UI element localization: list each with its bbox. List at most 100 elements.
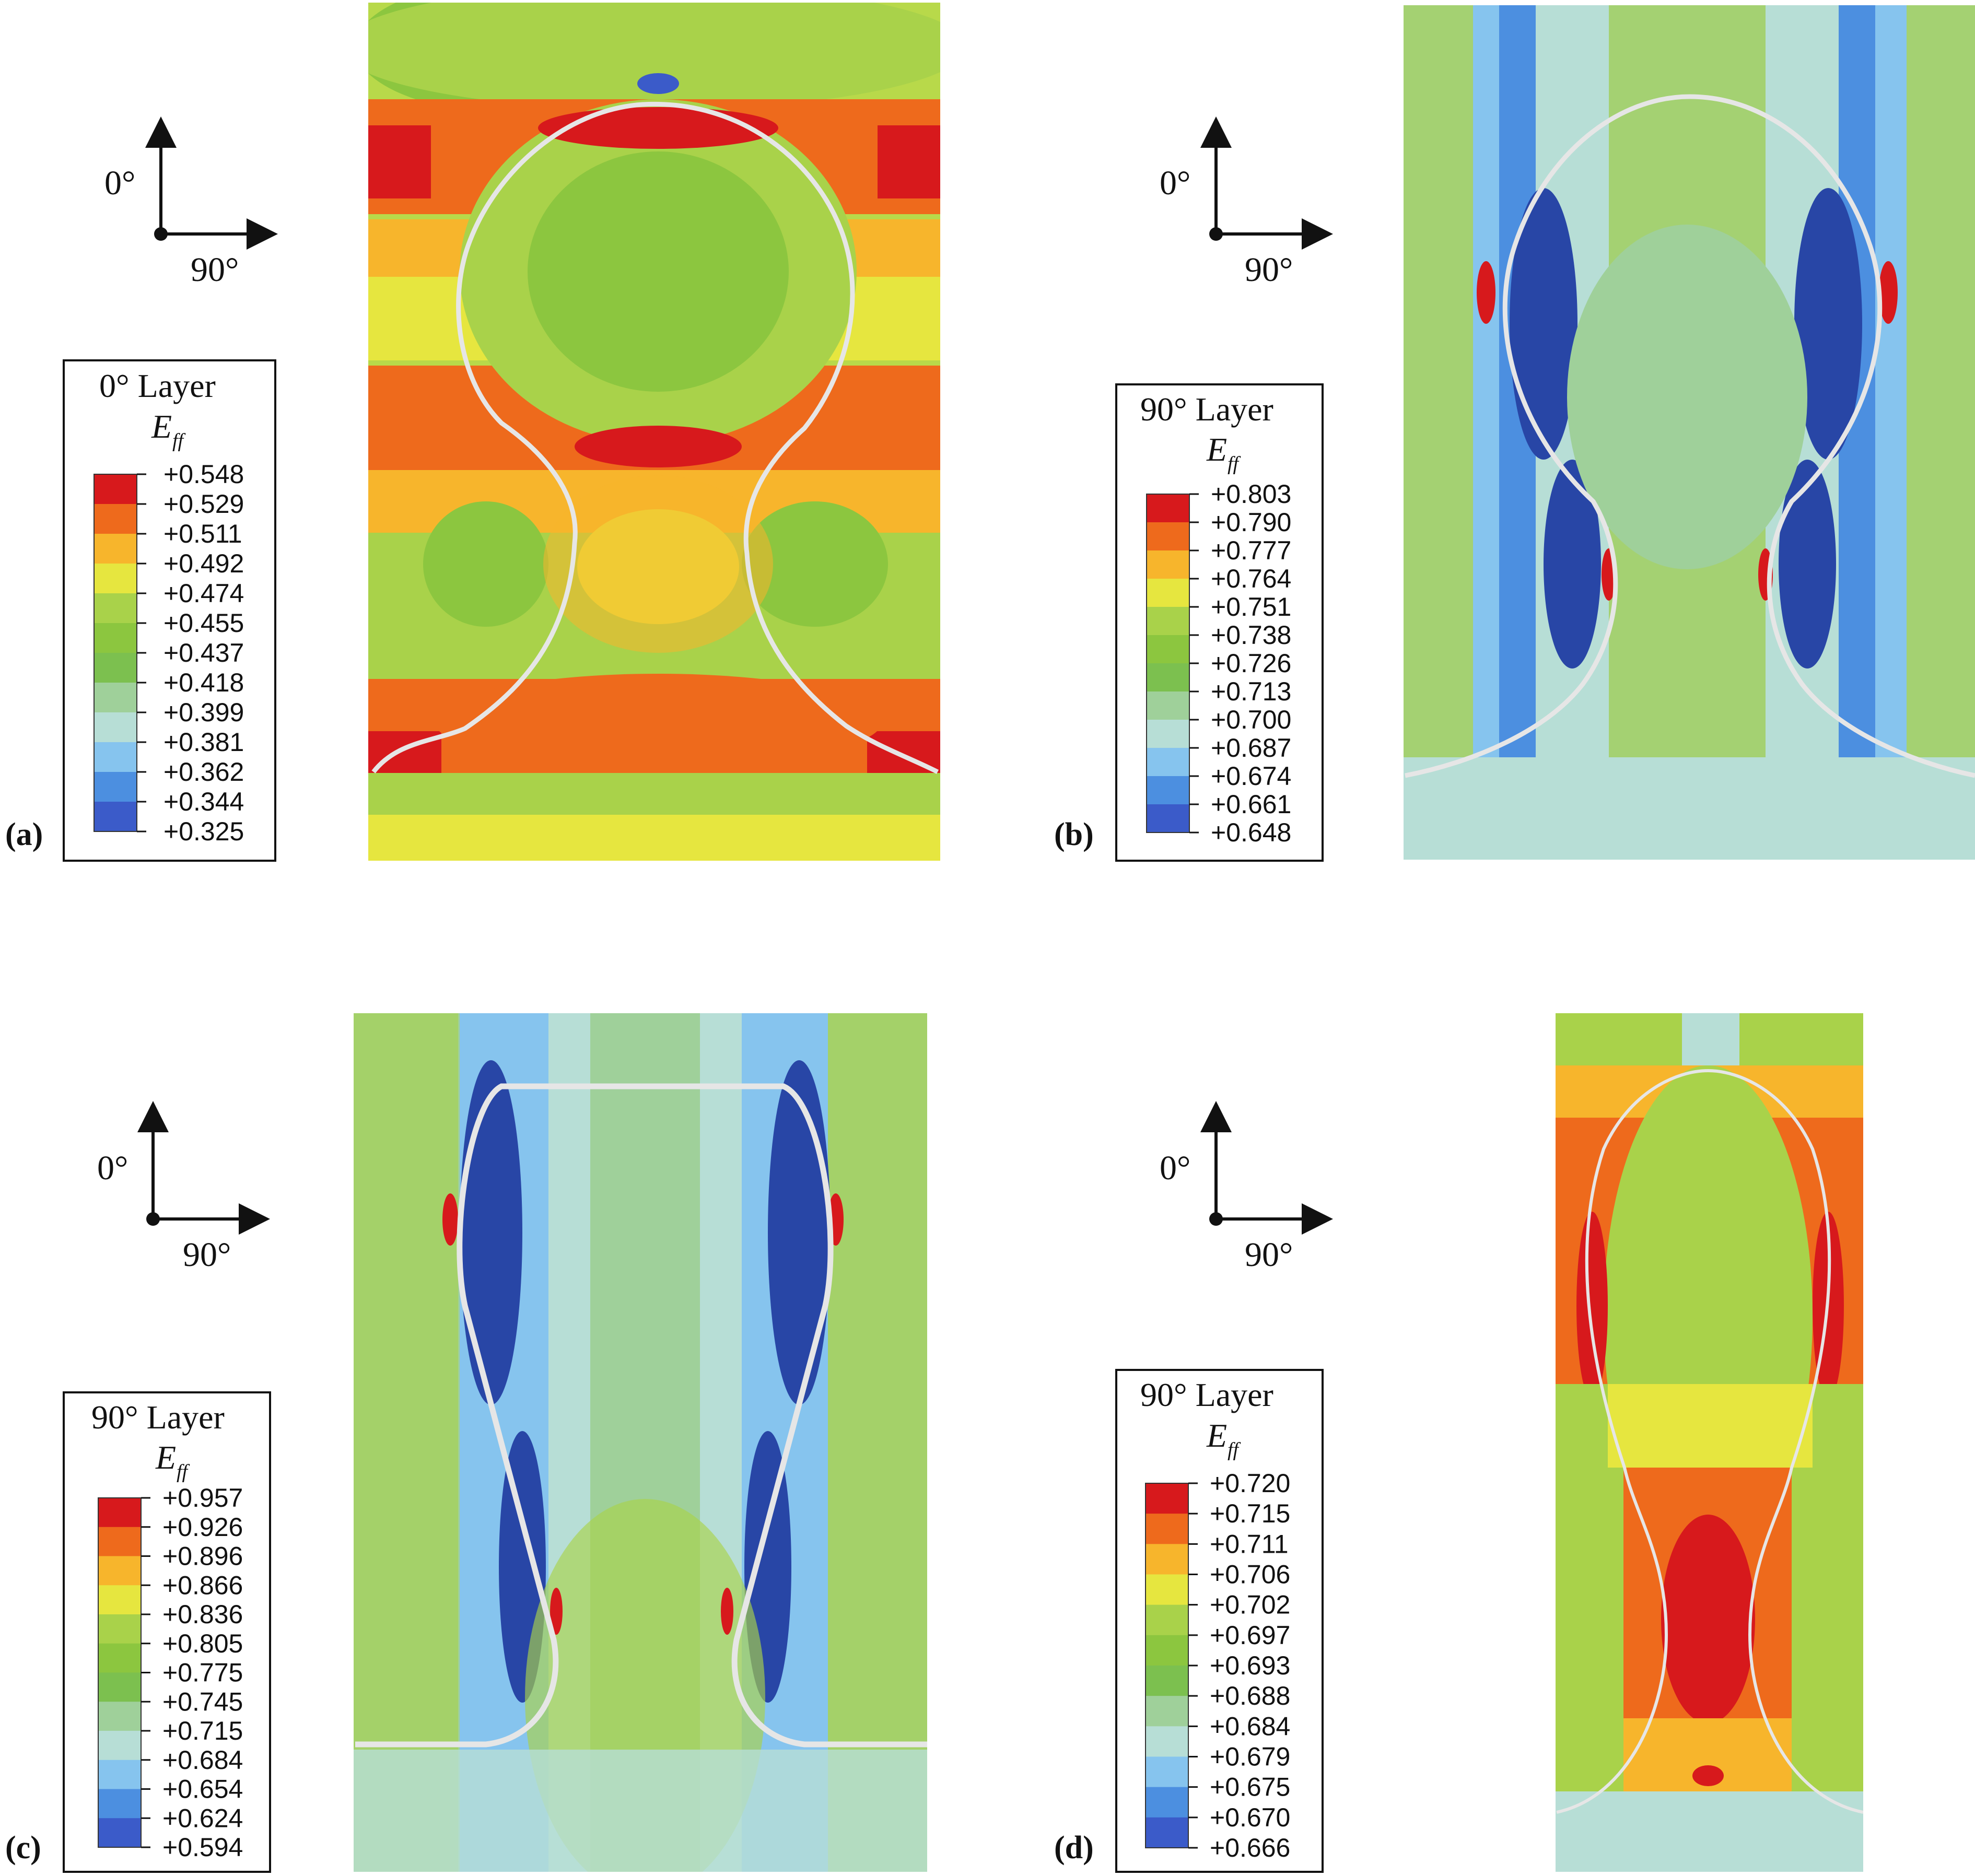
contour-plot-a xyxy=(368,3,940,861)
axis-label-up-b: 0° xyxy=(1160,164,1190,202)
contour-plot-c xyxy=(354,1013,927,1872)
legend-bands-d: +0.720+0.715+0.711+0.706+0.702+0.697+0.6… xyxy=(1145,1469,1290,1862)
axis-label-up-d: 0° xyxy=(1160,1149,1190,1187)
legend-symbol-d: E xyxy=(1206,1417,1227,1454)
legend-band-c-6 xyxy=(98,1672,141,1702)
legend-bands-c: +0.957+0.926+0.896+0.866+0.836+0.805+0.7… xyxy=(98,1483,243,1862)
legend-tick-label-c-8: +0.715 xyxy=(162,1716,243,1745)
legend-tick-label-a-8: +0.399 xyxy=(163,698,244,727)
legend-tick-label-a-2: +0.511 xyxy=(163,519,242,548)
legend-band-b-3 xyxy=(1147,579,1189,607)
legend-band-b-11 xyxy=(1147,804,1189,833)
legend-band-c-1 xyxy=(98,1527,141,1556)
legend-band-b-8 xyxy=(1147,720,1189,748)
legend-tick-label-d-8: +0.684 xyxy=(1210,1711,1290,1741)
legend-tick-label-d-2: +0.711 xyxy=(1210,1529,1289,1558)
legend-tick-label-d-4: +0.702 xyxy=(1210,1590,1290,1620)
legend-band-a-10 xyxy=(94,772,137,802)
contour-plot-b xyxy=(1404,5,1975,860)
legend-band-c-5 xyxy=(98,1643,141,1673)
axis-indicator-c xyxy=(137,1101,270,1235)
legend-tick-label-b-5: +0.738 xyxy=(1211,620,1291,650)
legend-band-b-0 xyxy=(1147,494,1189,523)
legend-tick-label-a-12: +0.325 xyxy=(163,817,244,846)
legend-tick-label-b-12: +0.648 xyxy=(1211,818,1291,847)
legend-tick-label-b-1: +0.790 xyxy=(1211,508,1291,537)
legend-tick-label-c-10: +0.654 xyxy=(162,1775,243,1804)
legend-d: 90° Layer E ff +0.720+0.715+0.711+0.706+… xyxy=(1115,1369,1324,1873)
legend-band-c-10 xyxy=(98,1789,141,1819)
legend-band-b-5 xyxy=(1147,635,1189,664)
legend-tick-label-a-10: +0.362 xyxy=(163,757,244,787)
legend-tick-label-b-9: +0.687 xyxy=(1211,733,1291,763)
legend-band-a-7 xyxy=(94,683,137,713)
legend-tick-label-d-3: +0.706 xyxy=(1210,1560,1290,1589)
legend-tick-label-a-3: +0.492 xyxy=(163,549,244,578)
legend-tick-label-a-1: +0.529 xyxy=(163,489,244,519)
legend-tick-label-b-8: +0.700 xyxy=(1211,705,1291,734)
legend-band-c-9 xyxy=(98,1760,141,1789)
legend-tick-label-c-2: +0.896 xyxy=(162,1542,243,1571)
legend-band-c-3 xyxy=(98,1585,141,1615)
axis-label-up-a: 0° xyxy=(104,164,135,202)
legend-band-d-0 xyxy=(1146,1483,1188,1514)
legend-tick-label-a-0: +0.548 xyxy=(163,460,244,489)
legend-band-d-7 xyxy=(1146,1696,1188,1727)
legend-tick-label-c-12: +0.594 xyxy=(162,1833,243,1862)
legend-band-d-10 xyxy=(1146,1787,1188,1818)
legend-tick-label-c-1: +0.926 xyxy=(162,1512,243,1542)
legend-tick-label-c-3: +0.866 xyxy=(162,1570,243,1600)
legend-band-a-6 xyxy=(94,653,137,683)
legend-band-b-2 xyxy=(1147,550,1189,579)
legend-band-a-5 xyxy=(94,623,137,653)
legend-b: 90° Layer E ff +0.803+0.790+0.777+0.764+… xyxy=(1115,383,1324,862)
axis-indicator-b xyxy=(1200,116,1333,250)
legend-tick-label-d-10: +0.675 xyxy=(1210,1773,1290,1802)
legend-band-d-1 xyxy=(1146,1514,1188,1544)
axis-indicator-a xyxy=(145,116,278,250)
legend-tick-label-d-12: +0.666 xyxy=(1210,1833,1290,1862)
legend-band-d-4 xyxy=(1146,1604,1188,1636)
legend-tick-label-c-9: +0.684 xyxy=(162,1745,243,1775)
legend-tick-label-d-7: +0.688 xyxy=(1210,1681,1290,1710)
legend-band-a-11 xyxy=(94,802,137,832)
legend-tick-label-d-9: +0.679 xyxy=(1210,1742,1290,1772)
legend-tick-label-b-10: +0.674 xyxy=(1211,761,1291,791)
legend-tick-label-b-11: +0.661 xyxy=(1211,790,1291,819)
legend-band-c-2 xyxy=(98,1556,141,1586)
legend-band-c-8 xyxy=(98,1731,141,1761)
legend-tick-label-a-5: +0.455 xyxy=(163,608,244,638)
legend-symbol-a: E xyxy=(151,408,172,445)
panel-letter-c: (c) xyxy=(5,1830,41,1866)
legend-bands-a: +0.548+0.529+0.511+0.492+0.474+0.455+0.4… xyxy=(94,460,244,846)
panel-letter-a: (a) xyxy=(5,817,43,852)
legend-title-d: 90° Layer xyxy=(1140,1376,1273,1413)
legend-tick-label-d-1: +0.715 xyxy=(1210,1499,1290,1528)
legend-band-b-9 xyxy=(1147,748,1189,777)
legend-tick-label-c-11: +0.624 xyxy=(162,1803,243,1833)
legend-band-d-5 xyxy=(1146,1635,1188,1666)
panel-letter-b: (b) xyxy=(1054,817,1094,852)
legend-tick-label-d-5: +0.697 xyxy=(1210,1621,1290,1650)
axis-label-right-a: 90° xyxy=(191,251,239,289)
legend-band-a-2 xyxy=(94,534,137,564)
legend-band-b-6 xyxy=(1147,663,1189,692)
legend-band-d-2 xyxy=(1146,1544,1188,1575)
legend-a: 0° Layer E ff +0.548+0.529+0.511+0.492+0… xyxy=(63,359,276,862)
legend-band-d-8 xyxy=(1146,1726,1188,1757)
legend-band-a-8 xyxy=(94,712,137,743)
legend-band-b-1 xyxy=(1147,522,1189,551)
legend-band-d-3 xyxy=(1146,1574,1188,1605)
axis-label-right-b: 90° xyxy=(1245,251,1293,289)
legend-bands-b: +0.803+0.790+0.777+0.764+0.751+0.738+0.7… xyxy=(1146,479,1291,847)
legend-band-b-7 xyxy=(1147,691,1189,720)
legend-tick-label-b-0: +0.803 xyxy=(1211,479,1291,509)
legend-band-c-11 xyxy=(98,1818,141,1848)
legend-band-c-7 xyxy=(98,1702,141,1731)
legend-title-c: 90° Layer xyxy=(91,1399,225,1436)
legend-band-a-1 xyxy=(94,504,137,534)
legend-symbol-b: E xyxy=(1206,431,1227,468)
contour-plot-d xyxy=(1556,1013,1863,1872)
panel-letter-d: (d) xyxy=(1054,1830,1094,1866)
legend-band-a-9 xyxy=(94,742,137,772)
